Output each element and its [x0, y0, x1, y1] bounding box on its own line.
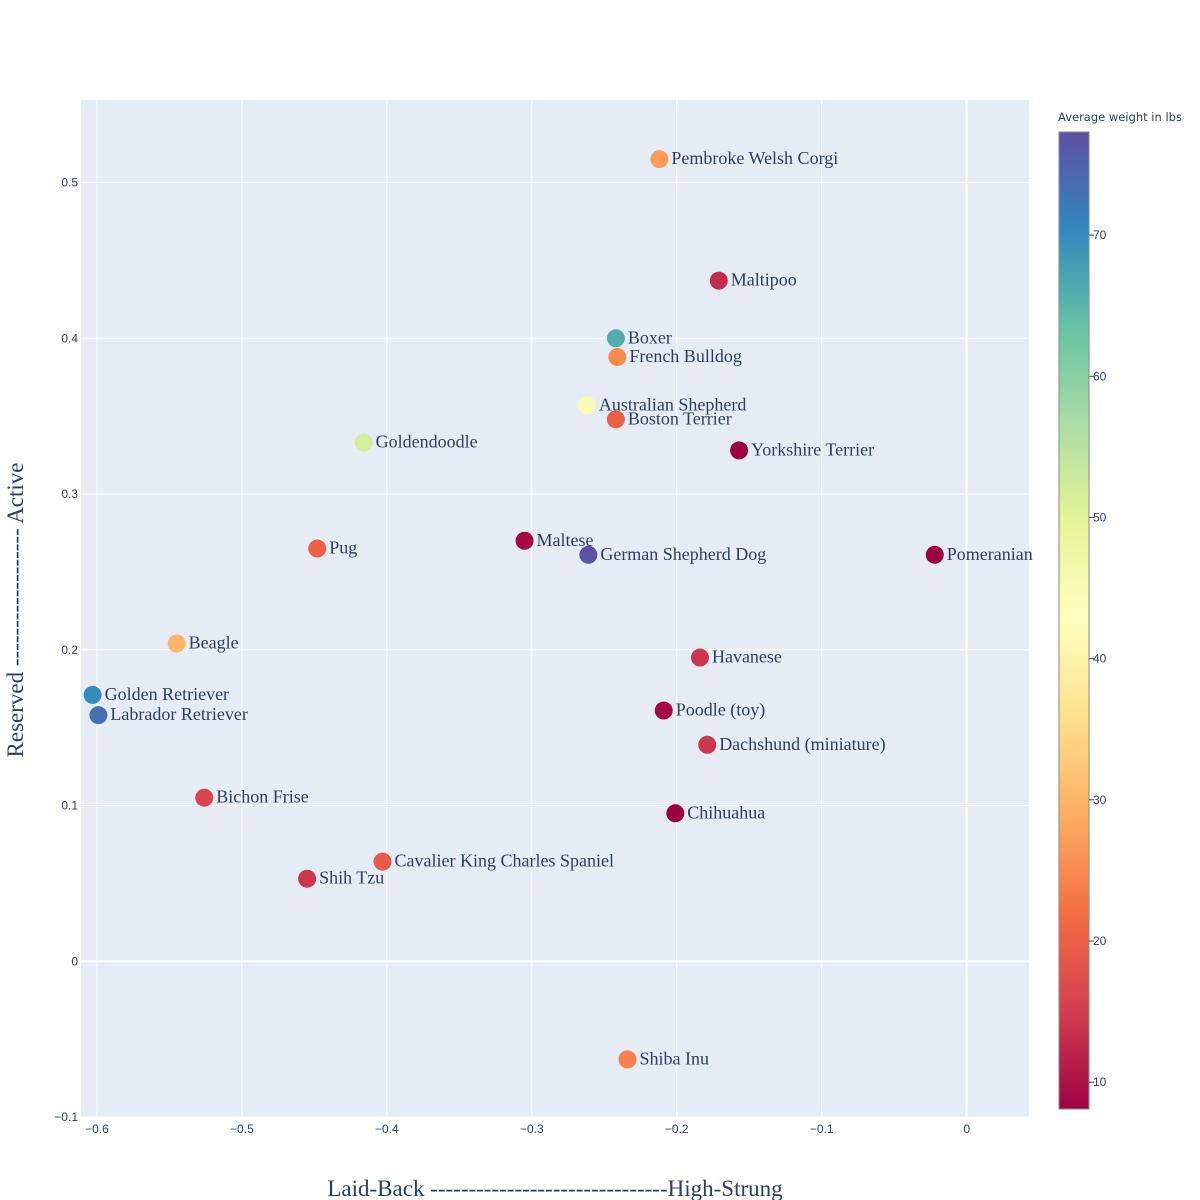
point-label: Havanese	[712, 647, 782, 667]
data-point	[654, 701, 673, 720]
point-label: Dachshund (miniature)	[719, 734, 885, 755]
data-point	[730, 441, 749, 460]
colorbar-tick-label: 60	[1093, 369, 1107, 383]
point-label: Goldendoodle	[376, 432, 478, 452]
point-label: Cavalier King Charles Spaniel	[395, 851, 614, 871]
y-tick-label: −0.1	[54, 1110, 78, 1124]
y-tick-label: 0.3	[61, 487, 78, 501]
colorbar-tick-label: 30	[1093, 793, 1107, 807]
x-tick-label: −0.6	[85, 1122, 109, 1136]
data-point	[89, 706, 108, 725]
point-label: Pug	[329, 538, 357, 558]
colorbar-tick-label: 70	[1093, 228, 1107, 242]
data-point	[709, 271, 728, 290]
plot-area	[81, 100, 1029, 1117]
gridlines	[81, 100, 1029, 1118]
point-label: Golden Retriever	[105, 684, 229, 704]
point-label: Labrador Retriever	[110, 704, 247, 724]
point-label: Australian Shepherd	[599, 394, 746, 414]
data-point	[690, 648, 709, 667]
x-axis-title: Laid-Back ------------------------------…	[327, 1176, 783, 1200]
x-tick-label: 0	[963, 1122, 970, 1136]
colorbar: Average weight in lbs 10 20 30 40 50 60 70	[1058, 110, 1182, 1110]
point-label: Beagle	[189, 633, 239, 653]
point-label: Boxer	[628, 327, 672, 347]
y-tick-label: 0.1	[61, 799, 78, 813]
data-point	[666, 804, 685, 823]
point-label: Chihuahua	[687, 802, 765, 822]
data-point	[354, 433, 373, 452]
data-point	[167, 634, 186, 653]
y-tick-label: 0.4	[61, 331, 78, 345]
data-point	[698, 735, 717, 754]
x-tick-label: −0.1	[810, 1122, 834, 1136]
colorbar-tick-label: 20	[1093, 934, 1107, 948]
data-point	[515, 531, 534, 550]
colorbar-title: Average weight in lbs	[1058, 110, 1182, 124]
colorbar-tick-label: 40	[1093, 652, 1107, 666]
data-point	[577, 396, 596, 415]
point-label: Shiba Inu	[639, 1048, 709, 1068]
y-tick-label: 0.5	[61, 176, 78, 190]
colorbar-gradient	[1058, 131, 1090, 1110]
point-label: French Bulldog	[629, 346, 742, 366]
data-point	[195, 788, 214, 807]
data-point	[650, 150, 669, 169]
x-axis-ticks: −0.6 −0.5 −0.4 −0.3 −0.2 −0.1 0	[85, 1122, 970, 1136]
data-point	[298, 869, 317, 888]
point-label: German Shepherd Dog	[600, 544, 766, 564]
data-point	[618, 1050, 637, 1069]
y-tick-label: 0	[71, 954, 78, 968]
colorbar-tick-label: 10	[1093, 1075, 1107, 1089]
data-point	[308, 539, 327, 558]
data-point	[373, 852, 392, 871]
point-label: Boston Terrier	[628, 408, 732, 428]
data-point	[606, 410, 625, 429]
point-label: Pembroke Welsh Corgi	[671, 148, 838, 168]
data-point	[925, 545, 944, 564]
point-label: Poodle (toy)	[676, 700, 766, 721]
point-label: Pomeranian	[947, 544, 1033, 564]
x-tick-label: −0.5	[230, 1122, 254, 1136]
point-label: Yorkshire Terrier	[751, 439, 874, 459]
data-point	[606, 329, 625, 348]
point-label: Shih Tzu	[319, 868, 384, 888]
x-tick-label: −0.4	[375, 1122, 399, 1136]
data-point	[608, 347, 627, 366]
x-tick-label: −0.3	[520, 1122, 544, 1136]
data-point	[579, 545, 598, 564]
colorbar-tick-label: 50	[1093, 510, 1107, 524]
data-point	[83, 685, 102, 704]
data-points: Pembroke Welsh Corgi Maltipoo BoxerFrench …	[83, 148, 1033, 1069]
y-axis-ticks: −0.1 0 0.1 0.2 0.3 0.4 0.5	[54, 176, 78, 1124]
point-label: Maltese	[537, 530, 594, 550]
y-axis-title: Reserved ------------------ Active	[3, 463, 28, 758]
x-tick-label: −0.2	[665, 1122, 689, 1136]
y-tick-label: 0.2	[61, 643, 78, 657]
point-label: Bichon Frise	[216, 787, 309, 807]
point-label: Maltipoo	[731, 270, 797, 290]
